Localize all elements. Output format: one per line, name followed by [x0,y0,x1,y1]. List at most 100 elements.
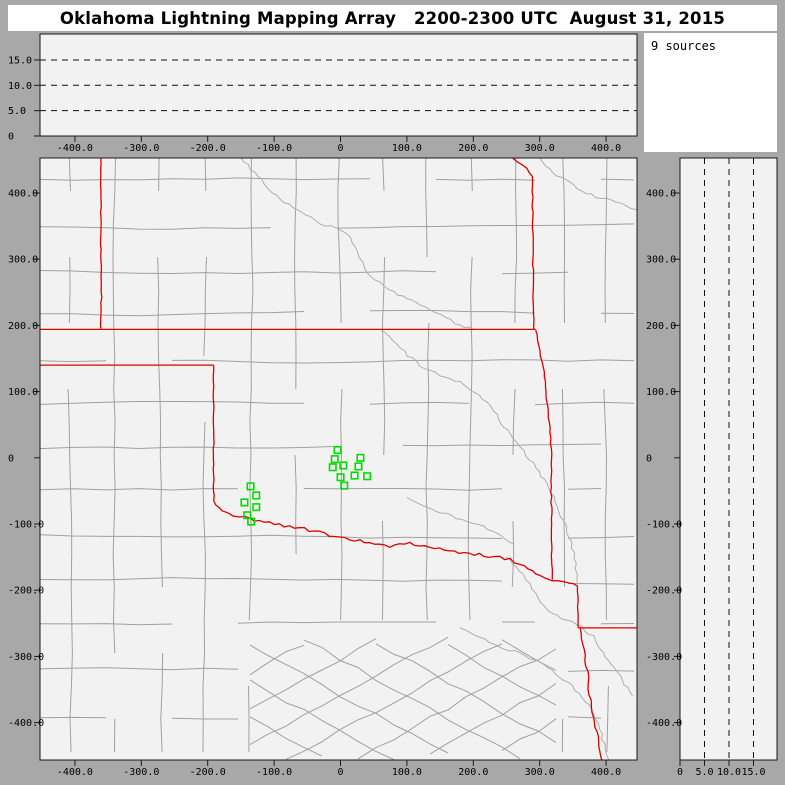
county-line [606,685,609,753]
tick-label: 10.0 [8,81,32,92]
tick-label: 0 [8,453,14,464]
county-line [40,401,305,405]
county-line [303,488,503,491]
tick-label: 10.0 [717,767,741,778]
tick-label: 200.0 [458,767,488,778]
river-lines [240,158,637,760]
county-line [501,271,569,275]
county-line [604,158,608,324]
county-line [158,158,160,192]
county-line [567,583,635,585]
lma-station-marker [252,503,261,512]
county-line [249,638,377,710]
lma-station-marker [354,462,363,471]
lma-station-marker [328,463,337,472]
county-line [447,643,557,706]
tick-label: -300.0 [646,652,682,663]
altitude-ew-panel: 0 5.0 10.0 15.0 -400.0 -300.0 -200.0 -100.0 0 100… [8,33,638,154]
county-line [382,158,385,192]
river-line [240,158,474,330]
tick-label: 300.0 [8,255,38,266]
lma-station-marker [246,482,255,491]
title-bar: Oklahoma Lightning Mapping Array 2200-23… [8,5,777,31]
state-borders [40,158,637,760]
county-line [204,158,207,192]
tick-label: -300.0 [123,767,159,778]
county-line [249,644,449,754]
county-line [249,644,305,676]
county-line [249,636,449,746]
county-line [40,226,272,230]
lma-station-marker [363,472,372,481]
altitude-ns-panel: 400.0 300.0 200.0 100.0 0 -100.0 -200.0 -300.0 -… [646,157,778,778]
page-title: Oklahoma Lightning Mapping Array 2200-23… [59,8,726,28]
county-line [40,577,503,582]
county-line [249,679,395,760]
tick-label: -300.0 [123,143,159,154]
tick-label: 400.0 [646,189,676,200]
lma-station-marker [330,455,339,464]
county-line [157,256,163,588]
county-line [248,158,254,621]
river-line [406,497,514,545]
county-line [369,310,536,314]
tick-label: -100.0 [8,520,44,531]
state-border-line [99,158,103,329]
county-line [435,178,536,181]
lma-station-marker [340,481,349,490]
county-line [294,158,297,390]
tick-label: -300.0 [8,652,44,663]
sources-count-label: 9 sources [651,39,717,53]
county-line [285,643,503,760]
county-line [357,648,557,760]
county-line [511,520,515,588]
county-line [429,683,557,755]
county-grid [40,158,635,760]
tick-label: 300.0 [525,767,555,778]
tick-label: 400.0 [8,189,38,200]
county-line [402,443,602,447]
county-line [40,311,305,317]
lma-station-marker [240,498,249,507]
tick-label: -100.0 [256,143,292,154]
county-line [294,454,297,555]
river-line [539,158,637,211]
county-line [425,158,428,258]
tick-label: 0 [337,143,343,154]
tick-label: -400.0 [646,718,682,729]
county-line [67,388,73,753]
lma-station-marker [350,471,359,480]
county-line [68,256,71,324]
lma-stations [240,445,372,526]
state-border-line [579,627,603,760]
county-line [202,421,206,753]
tick-label: 200.0 [646,321,676,332]
tick-label: -100.0 [646,520,682,531]
plan-view-map-panel: 400.0 300.0 200.0 100.0 0 -100.0 -200.0 -300.0 -… [8,157,638,778]
state-border-line [512,158,535,330]
county-line [40,270,437,275]
county-line [470,158,473,192]
tick-label: 300.0 [646,255,676,266]
lma-station-marker [339,461,348,470]
county-line [340,388,343,621]
tick-label: -200.0 [8,586,44,597]
county-line [203,256,207,357]
county-line [40,534,503,539]
tick-label: -200.0 [190,143,226,154]
tick-label: 400.0 [591,767,621,778]
tick-label: 400.0 [591,143,621,154]
county-line [501,718,557,752]
county-line [40,623,173,626]
tick-label: 200.0 [458,143,488,154]
state-border-line [535,329,554,580]
tick-label: 15.0 [741,767,765,778]
tick-label: -200.0 [646,586,682,597]
county-line [467,256,473,621]
county-line [336,223,635,229]
tick-label: 100.0 [8,387,38,398]
tick-label: 0 [677,767,683,778]
county-line [514,158,518,324]
